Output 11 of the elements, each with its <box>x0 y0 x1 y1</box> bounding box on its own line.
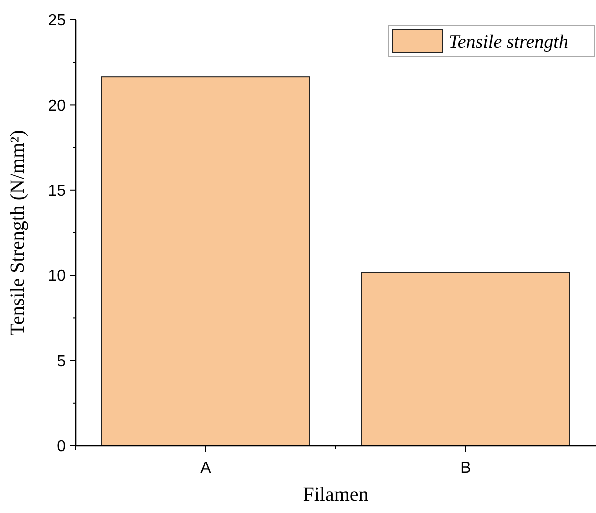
y-tick-label: 10 <box>48 268 66 286</box>
x-axis-title: Filamen <box>303 484 369 506</box>
x-tick-label: A <box>200 460 212 477</box>
y-tick-label: 20 <box>48 98 66 115</box>
legend-label: Tensile strength <box>449 32 568 53</box>
y-tick-label: 5 <box>57 353 66 370</box>
x-tick-label: B <box>460 460 472 477</box>
y-tick-label: 25 <box>48 12 66 30</box>
y-axis-title: Tensile Strength (N/mm²) <box>7 130 29 336</box>
y-tick-label: 0 <box>57 438 66 456</box>
y-tick-label: 15 <box>48 183 66 200</box>
